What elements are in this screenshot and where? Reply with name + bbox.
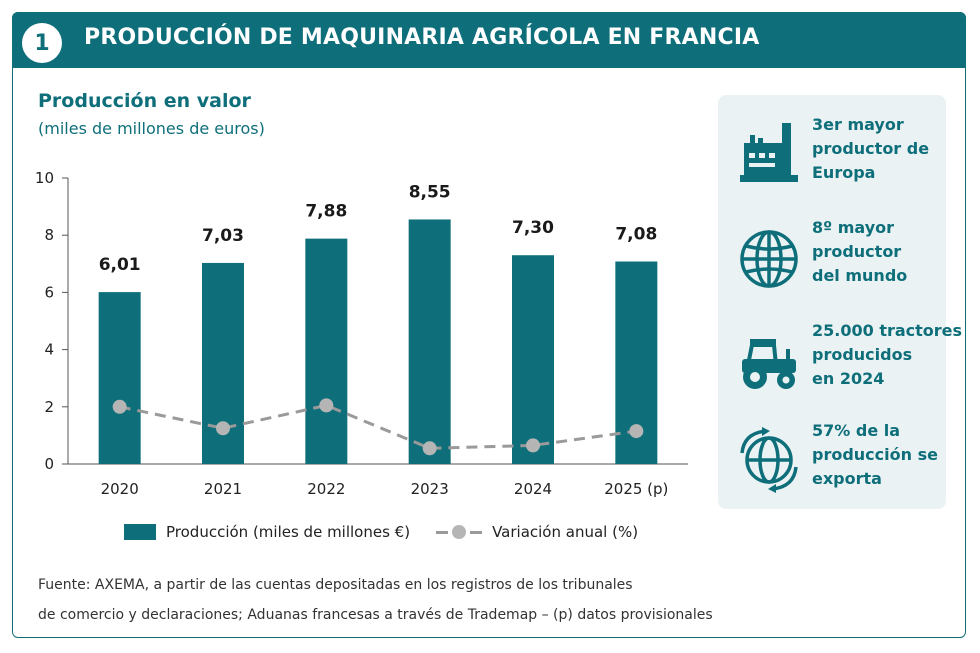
bar-data-label: 7,08: [615, 225, 657, 245]
chart-legend: Producción (miles de millones €) Variaci…: [124, 520, 638, 544]
y-tick-label: 10: [35, 169, 54, 187]
bar-data-label: 6,01: [99, 255, 141, 275]
y-tick-label: 2: [44, 398, 54, 416]
y-tick-label: 0: [44, 455, 54, 473]
variation-point: [526, 438, 540, 453]
y-tick-label: 8: [44, 226, 54, 244]
variation-point: [216, 421, 230, 436]
bar: [305, 238, 348, 464]
fact-export: 57% de la producción se exporta: [718, 417, 946, 507]
fact-world-line-3: del mundo: [812, 266, 908, 285]
x-tick-label: 2025 (p): [604, 480, 668, 498]
variation-line: [119, 403, 637, 450]
fact-tractors-line-3: en 2024: [812, 369, 885, 388]
x-tick-label: 2024: [514, 480, 552, 498]
fact-tractors-line-1: 25.000 tractores: [812, 321, 963, 340]
y-tick-label: 6: [44, 283, 54, 301]
key-facts-panel: 3er mayor productor de Europa 8º mayor p…: [718, 95, 963, 509]
variation-point: [112, 399, 127, 414]
bar-data-label: 8,55: [409, 182, 451, 202]
fact-export-line-3: exporta: [812, 469, 882, 488]
x-tick-label: 2020: [101, 480, 139, 498]
variation-point: [319, 398, 334, 413]
fact-europe-line-3: Europa: [812, 163, 876, 182]
fact-europe-line-1: 3er mayor: [812, 115, 904, 134]
section-number-badge: 1: [22, 23, 62, 63]
fact-export-line-1: 57% de la: [812, 421, 901, 440]
legend-bar-swatch: [124, 524, 156, 540]
variation-point: [629, 424, 644, 439]
factory-icon: [740, 123, 798, 182]
fact-world-line-1: 8º mayor: [812, 218, 895, 237]
fact-export-line-2: producción se: [812, 445, 938, 464]
source-note: Fuente: AXEMA, a partir de las cuentas d…: [38, 570, 758, 630]
variation-point: [422, 441, 437, 456]
source-line-1: Fuente: AXEMA, a partir de las cuentas d…: [38, 577, 633, 593]
legend-line-swatch: [436, 524, 483, 540]
fact-tractors: 25.000 tractores producidos en 2024: [718, 317, 963, 407]
tractor-icon: [742, 339, 796, 389]
fact-europe: 3er mayor productor de Europa: [718, 111, 946, 201]
x-tick-label: 2023: [411, 480, 449, 498]
bar-data-label: 7,30: [512, 218, 554, 238]
fact-europe-line-2: productor de: [812, 139, 930, 158]
x-tick-label: 2021: [204, 480, 242, 498]
bar: [98, 292, 141, 464]
bar: [408, 219, 451, 464]
globe-arrows-icon: [740, 427, 798, 493]
chart-subtitle: (miles de millones de euros): [38, 119, 265, 138]
header-bar: [12, 12, 966, 68]
bar: [512, 255, 554, 464]
legend-line-label: Variación anual (%): [492, 523, 639, 541]
fact-world: 8º mayor productor del mundo: [718, 214, 946, 304]
globe-icon: [740, 230, 798, 288]
bar-data-label: 7,88: [305, 202, 347, 222]
page-title: PRODUCCIÓN DE MAQUINARIA AGRÍCOLA EN FRA…: [84, 25, 760, 50]
bar-line-chart: 0 2 4 6 8 10 6,01 2020 7,03 2021 7,88 2022 8,55 2023 7…: [35, 169, 688, 498]
x-tick-label: 2022: [307, 480, 345, 498]
legend-bar-label: Producción (miles de millones €): [166, 523, 411, 541]
chart-title: Producción en valor: [38, 90, 251, 112]
y-tick-label: 4: [44, 341, 54, 359]
bar-data-label: 7,03: [202, 226, 244, 246]
fact-world-line-2: productor: [812, 242, 902, 261]
fact-tractors-line-2: producidos: [812, 345, 913, 364]
source-line-2: de comercio y declaraciones; Aduanas fra…: [38, 607, 713, 623]
